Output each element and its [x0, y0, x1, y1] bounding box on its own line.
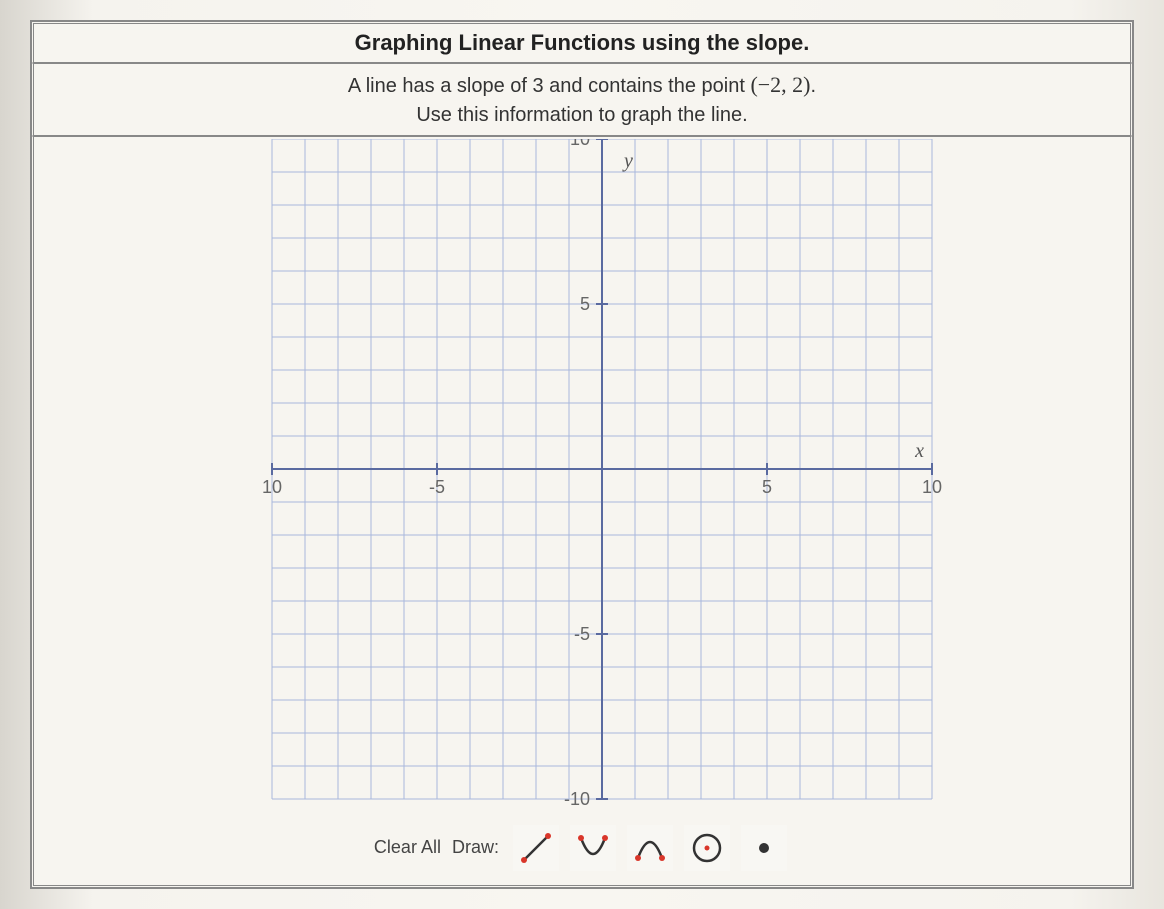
draw-label: Draw:: [452, 837, 499, 858]
problem-title: Graphing Linear Functions using the slop…: [31, 21, 1133, 63]
svg-text:-10: -10: [564, 789, 590, 809]
prompt-text-2: Use this information to graph the line.: [416, 104, 747, 126]
svg-text:-5: -5: [429, 477, 445, 497]
prompt-text-1: A line has a slope of 3 and contains the…: [348, 75, 751, 97]
open-down-tool[interactable]: [627, 825, 673, 871]
svg-text:5: 5: [580, 294, 590, 314]
graph-panel: 10 -5 5 10 -10 -5 5 10 x y Clear All Draw:: [31, 136, 1133, 888]
problem-prompt: A line has a slope of 3 and contains the…: [31, 63, 1133, 136]
clear-all-button[interactable]: Clear All: [374, 837, 441, 858]
svg-text:10: 10: [262, 477, 282, 497]
svg-text:5: 5: [762, 477, 772, 497]
line-segment-tool[interactable]: [513, 825, 559, 871]
problem-frame: Graphing Linear Functions using the slop…: [30, 20, 1134, 889]
svg-text:10: 10: [922, 477, 942, 497]
svg-text:y: y: [622, 150, 633, 172]
svg-text:-5: -5: [574, 624, 590, 644]
circle-tool[interactable]: [684, 825, 730, 871]
prompt-post: .: [811, 75, 817, 97]
draw-controls: Clear All Draw:: [252, 825, 912, 871]
coordinate-grid[interactable]: 10 -5 5 10 -10 -5 5 10 x y: [252, 139, 952, 819]
graph-wrap: 10-5510-10-5510xy Clear All Draw:: [252, 139, 912, 871]
svg-text:10: 10: [570, 139, 590, 149]
svg-text:x: x: [914, 440, 924, 462]
open-up-tool[interactable]: [570, 825, 616, 871]
point-tool[interactable]: [741, 825, 787, 871]
prompt-point: (−2, 2): [750, 72, 810, 97]
